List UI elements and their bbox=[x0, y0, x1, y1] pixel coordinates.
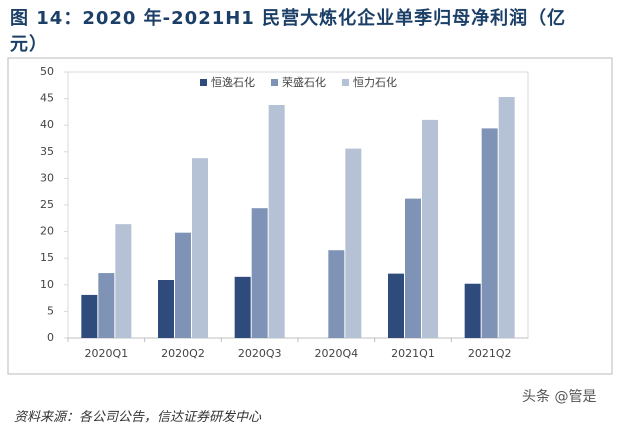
bar bbox=[498, 97, 515, 338]
bar bbox=[81, 294, 98, 338]
watermark: 头条 @管是 bbox=[522, 389, 597, 405]
bar bbox=[234, 276, 251, 338]
x-tick-label: 2021Q1 bbox=[391, 347, 435, 360]
legend-swatch bbox=[342, 79, 349, 86]
bar bbox=[268, 104, 285, 338]
y-tick-label: 20 bbox=[40, 225, 54, 238]
x-tick-label: 2020Q1 bbox=[85, 347, 129, 360]
y-tick-label: 0 bbox=[47, 331, 54, 344]
bar bbox=[388, 273, 404, 338]
bar bbox=[158, 280, 174, 338]
y-tick-label: 15 bbox=[40, 251, 54, 264]
y-tick-label: 45 bbox=[40, 92, 54, 105]
x-tick-label: 2020Q2 bbox=[161, 347, 205, 360]
bar bbox=[464, 283, 481, 338]
bar bbox=[328, 250, 345, 338]
bar bbox=[175, 232, 191, 338]
chart-frame bbox=[7, 57, 613, 375]
chart-title: 图 14：2020 年-2021H1 民营大炼化企业单季归母净利润（亿元） bbox=[10, 8, 567, 55]
x-tick-label: 2020Q4 bbox=[315, 347, 359, 360]
x-tick-label: 2021Q2 bbox=[468, 347, 512, 360]
bar bbox=[115, 224, 132, 338]
bar bbox=[345, 148, 362, 338]
y-tick-label: 30 bbox=[40, 171, 54, 184]
source-note: 资料来源：各公司公告，信达证券研发中心 bbox=[14, 410, 262, 425]
bar bbox=[405, 198, 421, 338]
legend-label: 荣盛石化 bbox=[282, 75, 326, 89]
x-tick-label: 2020Q3 bbox=[238, 347, 282, 360]
y-tick-label: 40 bbox=[40, 118, 54, 131]
plot-frame bbox=[67, 71, 529, 339]
legend-label: 恒逸石化 bbox=[211, 75, 255, 89]
legend-label: 恒力石化 bbox=[353, 75, 397, 89]
legend-swatch bbox=[200, 79, 207, 86]
bar bbox=[422, 119, 438, 338]
y-tick-label: 35 bbox=[40, 145, 54, 158]
legend-swatch bbox=[271, 79, 278, 86]
bar bbox=[251, 208, 268, 338]
bar bbox=[192, 158, 208, 338]
y-tick-label: 50 bbox=[40, 65, 54, 78]
y-tick-label: 25 bbox=[40, 198, 54, 211]
bar bbox=[481, 128, 498, 338]
y-tick-label: 10 bbox=[40, 278, 54, 291]
bar bbox=[98, 273, 115, 338]
y-tick-label: 5 bbox=[47, 304, 54, 317]
